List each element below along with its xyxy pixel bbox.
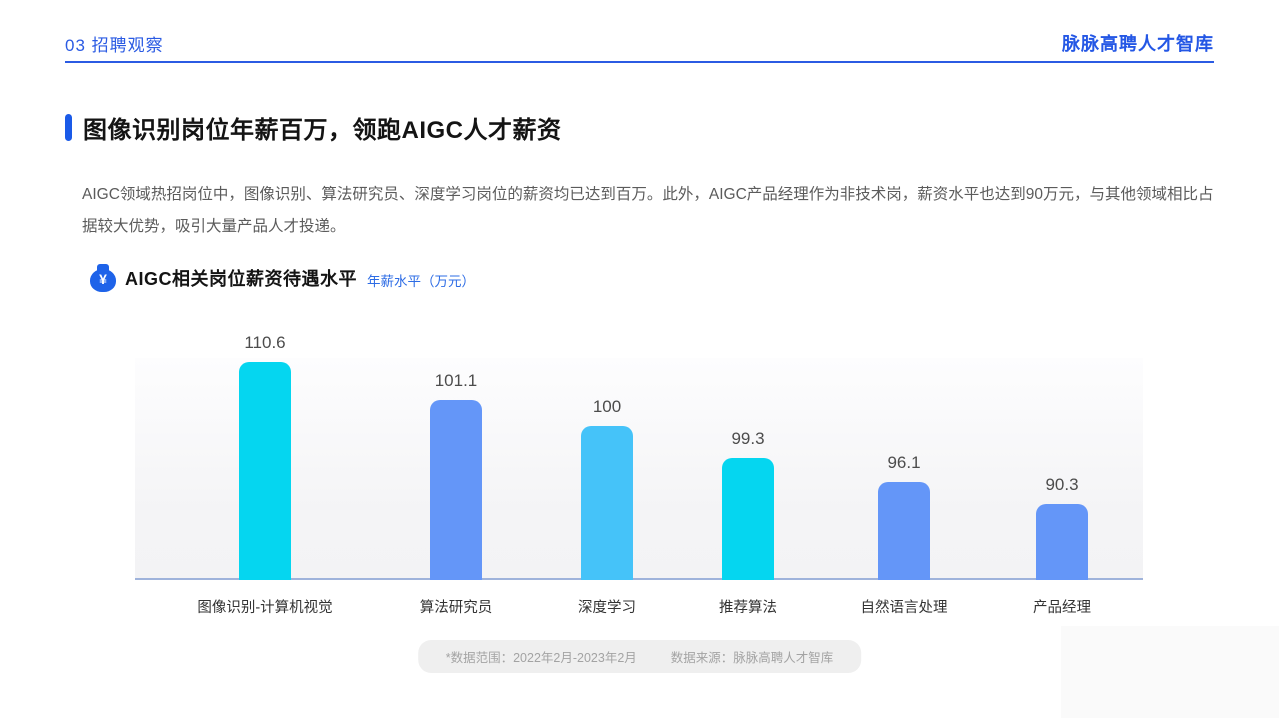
header-divider bbox=[65, 61, 1214, 63]
data-source-note: 数据来源：脉脉高聘人才智库 bbox=[670, 651, 834, 665]
chart-bar-3 bbox=[722, 458, 774, 580]
bar-value-label-1: 101.1 bbox=[434, 371, 478, 390]
brand-label: 脉脉高聘人才智库 bbox=[1062, 34, 1214, 54]
corner-watermark-area bbox=[1061, 626, 1279, 718]
accent-bar bbox=[65, 114, 72, 141]
chart-baseline bbox=[135, 578, 1143, 580]
category-label-2: 深度学习 bbox=[578, 600, 636, 616]
yen-glyph: ¥ bbox=[99, 271, 107, 287]
chart-unit-label: 年薪水平（万元） bbox=[367, 274, 475, 289]
category-label-4: 自然语言处理 bbox=[860, 600, 948, 616]
category-label-3: 推荐算法 bbox=[719, 600, 777, 616]
chart-bar-1 bbox=[430, 400, 482, 580]
bar-value-label-2: 100 bbox=[592, 397, 622, 416]
category-label-1: 算法研究员 bbox=[419, 600, 493, 616]
category-label-0: 图像识别-计算机视觉 bbox=[197, 600, 333, 616]
chart-bar-5 bbox=[1036, 504, 1088, 580]
chart-bar-4 bbox=[878, 482, 930, 580]
chart-plot-area: 110.6 101.1 100 99.3 96.1 90.3 bbox=[135, 333, 1143, 580]
bar-value-label-0: 110.6 bbox=[244, 333, 286, 352]
section-label: 03 招聘观察 bbox=[65, 36, 164, 55]
chart-bar-0 bbox=[239, 362, 291, 580]
data-note-pill: *数据范围：2022年2月-2023年2月 数据来源：脉脉高聘人才智库 bbox=[417, 640, 862, 673]
bar-value-label-4: 96.1 bbox=[887, 453, 921, 472]
yen-moneybag-icon: ¥ bbox=[90, 264, 116, 292]
chart-title: AIGC相关岗位薪资待遇水平 bbox=[125, 269, 357, 289]
page-title: 图像识别岗位年薪百万，领跑AIGC人才薪资 bbox=[83, 117, 562, 144]
bar-value-label-3: 99.3 bbox=[731, 429, 765, 448]
description-text: AIGC领域热招岗位中，图像识别、算法研究员、深度学习岗位的薪资均已达到百万。此… bbox=[82, 185, 1214, 235]
data-range-note: *数据范围：2022年2月-2023年2月 bbox=[445, 651, 637, 665]
chart-bar-2 bbox=[581, 426, 633, 580]
chart-header: ¥ AIGC相关岗位薪资待遇水平 年薪水平（万元） bbox=[90, 264, 475, 292]
category-label-5: 产品经理 bbox=[1033, 600, 1091, 616]
page-headline: 图像识别岗位年薪百万，领跑AIGC人才薪资 bbox=[65, 110, 562, 145]
bar-value-label-5: 90.3 bbox=[1045, 475, 1079, 494]
